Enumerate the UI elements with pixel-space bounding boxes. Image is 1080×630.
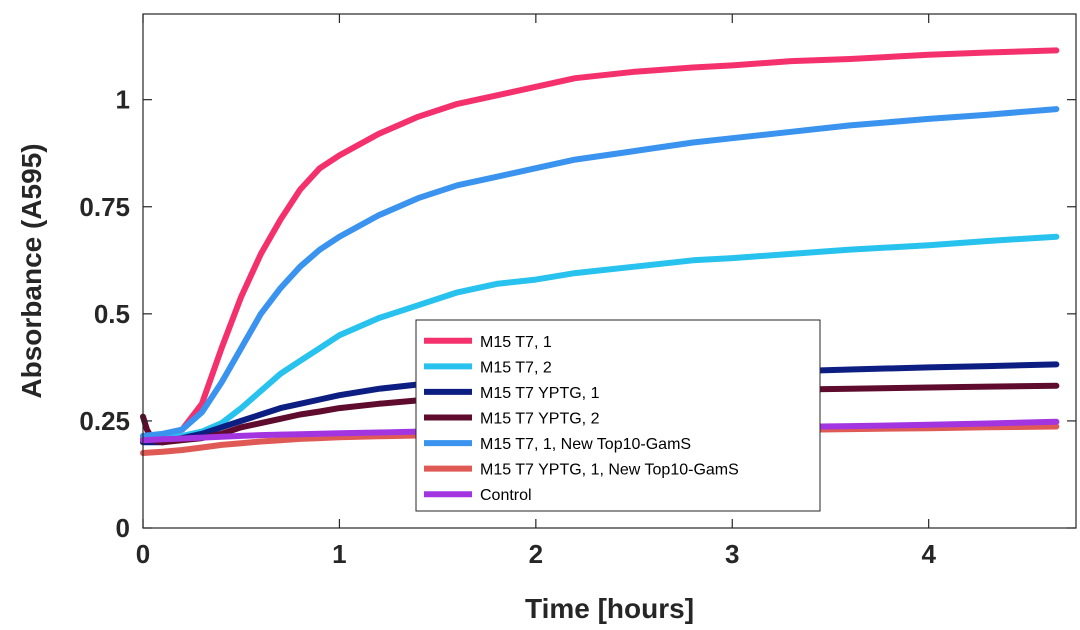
x-tick-label: 4 (921, 539, 936, 569)
x-tick-label: 3 (725, 539, 739, 569)
y-tick-label: 0.75 (79, 192, 130, 222)
y-tick-label: 0.5 (94, 299, 130, 329)
legend: M15 T7, 1 M15 T7, 2 M15 T7 YPTG, 1 M15 T7 Y… (415, 319, 821, 512)
axes-layer: 0 1 2 3 4 0 0.25 0.5 0.75 1 (79, 13, 1077, 569)
x-tick-label: 1 (332, 539, 346, 569)
legend-box (415, 319, 821, 512)
legend-entry: M15 T7 YPTG, 2 (480, 411, 600, 428)
y-tick-label: 0 (116, 513, 130, 543)
series-line-5 (140, 106, 1060, 439)
series-line-2 (140, 233, 1060, 444)
series-line-1 (140, 47, 1060, 442)
y-axis-title: Absorbance (A595) (16, 143, 47, 398)
y-tick-label: 0.25 (79, 406, 130, 436)
legend-entry: M15 T7 YPTG, 1 (480, 385, 600, 402)
y-tick-label: 1 (116, 85, 130, 115)
legend-entry: Control (480, 487, 532, 504)
plot-frame (142, 13, 1077, 529)
legend-entry: M15 T7 YPTG, 1, New Top10-GamS (480, 462, 739, 479)
legend-entry: M15 T7, 1, New Top10-GamS (480, 436, 691, 453)
legend-entry: M15 T7, 1 (480, 334, 552, 351)
legend-entry: M15 T7, 2 (480, 359, 552, 376)
x-tick-label: 2 (529, 539, 543, 569)
x-tick-label: 0 (136, 539, 150, 569)
x-axis-title: Time [hours] (525, 593, 694, 624)
